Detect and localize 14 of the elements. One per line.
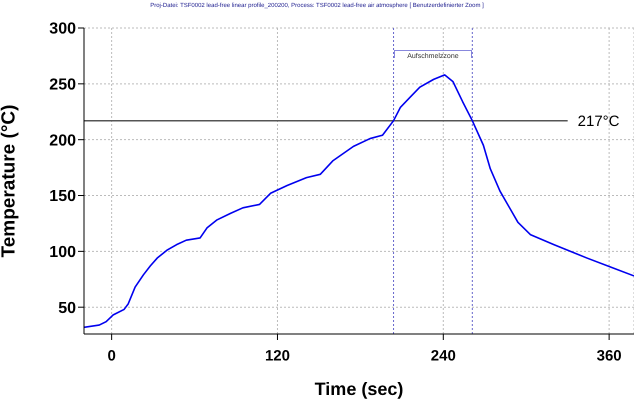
line-series <box>84 74 634 328</box>
x-tick-label: 0 <box>107 348 116 365</box>
y-tick-label: 200 <box>49 132 76 150</box>
y-tick-label: 250 <box>49 76 76 94</box>
x-tick-label: 240 <box>430 348 456 365</box>
y-tick-label: 300 <box>49 20 76 38</box>
x-axis-title: Time (sec) <box>314 379 404 399</box>
x-tick-label: 360 <box>596 348 622 365</box>
y-tick-label: 50 <box>58 300 76 317</box>
y-axis-title: Temperature (°C) <box>0 104 20 258</box>
ref-line-label: 217°C <box>578 113 620 130</box>
x-tick-label: 120 <box>264 348 290 365</box>
y-tick-label: 150 <box>49 188 76 206</box>
y-tick-label: 100 <box>49 244 76 262</box>
